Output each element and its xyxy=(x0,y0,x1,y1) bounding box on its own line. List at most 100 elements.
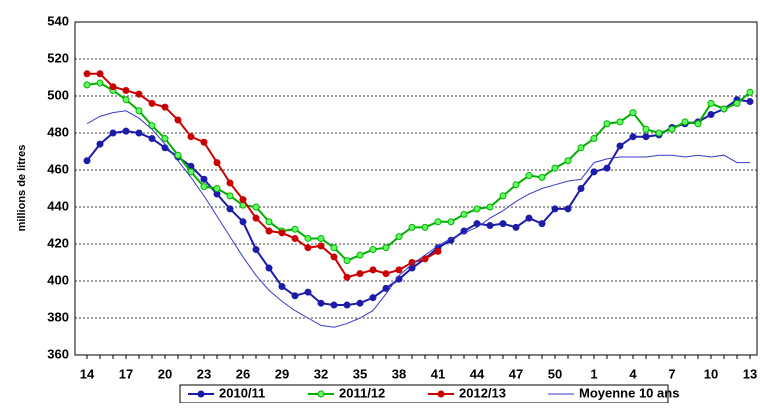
marker xyxy=(629,133,637,141)
marker xyxy=(564,205,572,213)
series-line xyxy=(86,98,751,307)
marker xyxy=(330,253,338,261)
marker xyxy=(265,218,273,226)
marker xyxy=(252,203,260,211)
x-tick-label: 44 xyxy=(470,366,485,381)
marker xyxy=(304,288,312,296)
x-tick-label: 20 xyxy=(158,366,172,381)
y-tick-label: 440 xyxy=(47,198,69,213)
marker xyxy=(629,109,637,117)
x-tick-label: 47 xyxy=(509,366,523,381)
marker xyxy=(200,175,208,183)
y-tick-label: 500 xyxy=(47,87,69,102)
marker xyxy=(369,294,377,302)
x-tick-label: 29 xyxy=(275,366,289,381)
marker xyxy=(486,203,494,211)
marker xyxy=(278,229,286,237)
marker xyxy=(707,99,715,107)
marker xyxy=(460,210,468,218)
legend-marker xyxy=(437,390,445,398)
marker xyxy=(473,205,481,213)
x-tick-label: 23 xyxy=(197,366,211,381)
y-tick-label: 520 xyxy=(47,50,69,65)
marker xyxy=(525,172,533,180)
marker xyxy=(473,220,481,228)
y-tick-label: 540 xyxy=(47,13,69,28)
marker xyxy=(395,233,403,241)
marker xyxy=(434,218,442,226)
marker xyxy=(239,218,247,226)
marker xyxy=(616,118,624,126)
series-line xyxy=(86,82,751,262)
marker xyxy=(746,88,754,96)
legend-marker xyxy=(197,390,205,398)
marker xyxy=(512,223,520,231)
marker xyxy=(161,135,169,143)
marker xyxy=(512,181,520,189)
marker xyxy=(538,173,546,181)
marker xyxy=(161,144,169,152)
marker xyxy=(187,133,195,141)
marker xyxy=(681,118,689,126)
legend-label: 2010/11 xyxy=(219,385,265,400)
marker xyxy=(733,99,741,107)
y-tick-label: 420 xyxy=(47,235,69,250)
marker xyxy=(122,127,130,135)
marker xyxy=(252,246,260,254)
marker xyxy=(564,157,572,165)
marker xyxy=(551,164,559,172)
legend-label: 2012/13 xyxy=(459,385,506,400)
marker xyxy=(265,227,273,235)
marker xyxy=(148,122,156,130)
marker xyxy=(317,242,325,250)
marker xyxy=(304,234,312,242)
series-line xyxy=(87,72,439,279)
marker xyxy=(642,125,650,133)
marker xyxy=(382,244,390,252)
x-tick-label: 32 xyxy=(314,366,328,381)
marker xyxy=(330,244,338,252)
marker xyxy=(148,135,156,143)
marker xyxy=(83,81,91,89)
marker xyxy=(369,246,377,254)
marker xyxy=(239,196,247,204)
y-tick-label: 400 xyxy=(47,272,69,287)
marker xyxy=(96,70,104,78)
x-tick-label: 1 xyxy=(590,366,597,381)
marker xyxy=(603,120,611,128)
y-axis-label: millions de litres xyxy=(16,145,28,232)
legend-label: Moyenne 10 ans xyxy=(579,385,679,400)
marker xyxy=(551,205,559,213)
x-tick-label: 4 xyxy=(629,366,637,381)
legend-marker xyxy=(317,390,325,398)
marker xyxy=(122,86,130,94)
marker xyxy=(226,205,234,213)
series-line xyxy=(86,110,750,328)
marker xyxy=(382,284,390,292)
marker xyxy=(291,225,299,233)
marker xyxy=(395,266,403,274)
y-tick-label: 360 xyxy=(47,346,69,361)
marker xyxy=(499,192,507,200)
marker xyxy=(720,105,728,113)
marker xyxy=(356,299,364,307)
marker xyxy=(174,151,182,159)
marker xyxy=(226,192,234,200)
marker xyxy=(499,220,507,228)
x-tick-label: 35 xyxy=(353,366,367,381)
marker xyxy=(421,223,429,231)
x-tick-label: 38 xyxy=(392,366,406,381)
legend-label: 2011/12 xyxy=(339,385,385,400)
marker xyxy=(187,168,195,176)
marker xyxy=(486,222,494,229)
x-tick-label: 50 xyxy=(548,366,562,381)
marker xyxy=(590,168,598,176)
marker xyxy=(200,138,208,146)
marker xyxy=(200,183,208,191)
marker xyxy=(148,99,156,107)
marker xyxy=(291,292,299,300)
marker xyxy=(265,264,273,272)
marker xyxy=(408,223,416,231)
marker xyxy=(317,299,325,307)
